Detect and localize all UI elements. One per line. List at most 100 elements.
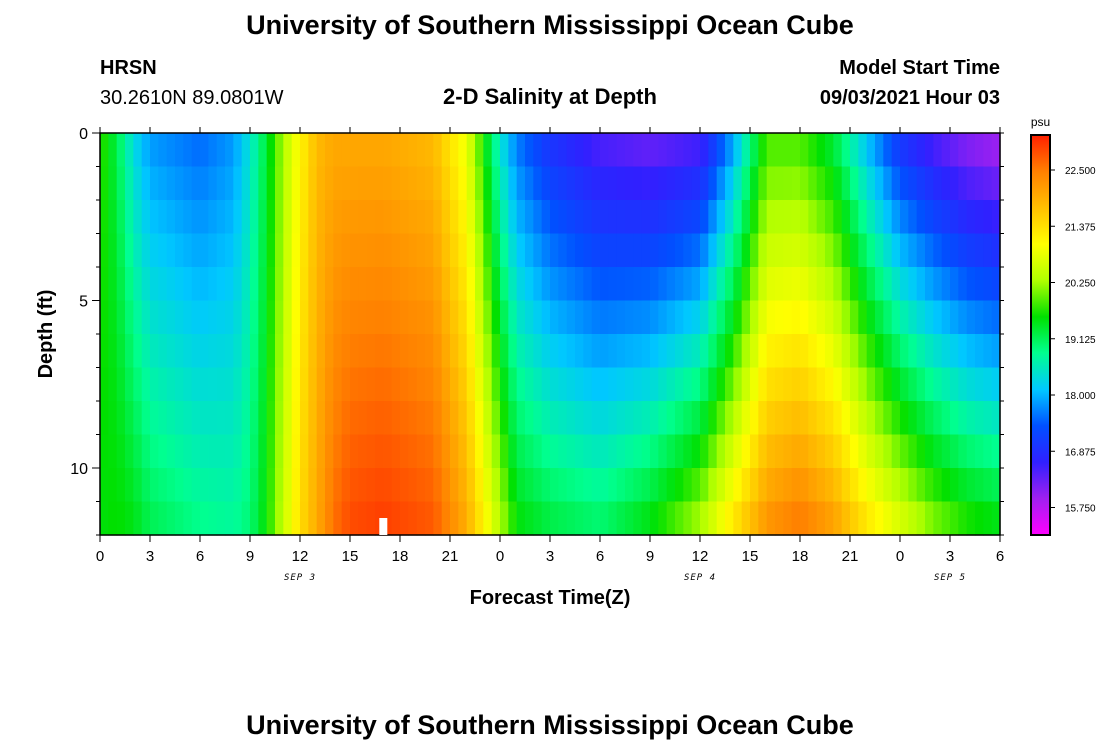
heatmap-cell <box>275 334 284 369</box>
heatmap-cell <box>891 434 901 469</box>
heatmap-cell <box>216 133 226 168</box>
heatmap-cell <box>733 434 743 469</box>
heatmap-cell <box>441 468 451 503</box>
heatmap-cell <box>275 300 284 335</box>
heatmap-cell <box>200 468 209 503</box>
heatmap-cell <box>566 334 576 369</box>
heatmap-cell <box>450 166 459 201</box>
heatmap-cell <box>400 401 409 436</box>
heatmap-cell <box>100 133 109 168</box>
heatmap-cell <box>125 166 134 201</box>
heatmap-cell <box>775 166 784 201</box>
heatmap-cell <box>391 166 401 201</box>
heatmap-cell <box>166 434 176 469</box>
heatmap-cell <box>766 367 776 402</box>
heatmap-cell <box>400 300 409 335</box>
heatmap-cell <box>933 166 943 201</box>
heatmap-cell <box>691 300 701 335</box>
heatmap-cell <box>108 300 118 335</box>
heatmap-cell <box>125 267 134 302</box>
heatmap-cell <box>275 468 284 503</box>
heatmap-cell <box>391 233 401 268</box>
heatmap-cell <box>108 401 118 436</box>
heatmap-cell <box>883 334 893 369</box>
heatmap-cell <box>208 166 218 201</box>
heatmap-cell <box>200 200 209 235</box>
heatmap-cell <box>233 367 243 402</box>
heatmap-cell <box>400 166 409 201</box>
heatmap-cell <box>833 267 843 302</box>
heatmap-cell <box>216 233 226 268</box>
heatmap-cell <box>966 468 976 503</box>
heatmap-cell <box>625 468 634 503</box>
heatmap-cell <box>283 133 293 168</box>
heatmap-cell <box>200 334 209 369</box>
heatmap-cell <box>558 367 568 402</box>
heatmap-cell <box>541 200 551 235</box>
heatmap-cell <box>950 367 959 402</box>
heatmap-cell <box>333 468 343 503</box>
heatmap-cell <box>841 233 851 268</box>
heatmap-cell <box>275 401 284 436</box>
heatmap-cell <box>658 334 668 369</box>
heatmap-cell <box>733 501 743 536</box>
heatmap-cell <box>191 468 201 503</box>
heatmap-cell <box>433 133 443 168</box>
heatmap-cell <box>891 401 901 436</box>
heatmap-cell <box>225 300 234 335</box>
heatmap-cell <box>600 401 609 436</box>
heatmap-cell <box>808 233 818 268</box>
heatmap-cell <box>250 233 259 268</box>
heatmap-cell <box>816 267 826 302</box>
heatmap-cell <box>975 166 984 201</box>
heatmap-cell <box>533 166 543 201</box>
heatmap-cell <box>150 300 159 335</box>
heatmap-cell <box>983 401 993 436</box>
heatmap-cell <box>216 267 226 302</box>
heatmap-cell <box>633 200 643 235</box>
heatmap-cell <box>308 133 318 168</box>
heatmap-cell <box>525 166 534 201</box>
heatmap-cell <box>200 267 209 302</box>
heatmap-cell <box>283 200 293 235</box>
colorbar-tick-label: 16.875 <box>1065 447 1096 458</box>
heatmap-cell <box>383 401 393 436</box>
colorbar-tick-label: 19.125 <box>1065 335 1096 346</box>
current-time-marker <box>379 518 388 535</box>
heatmap-cell <box>175 133 184 168</box>
heatmap-cell <box>258 166 268 201</box>
heatmap-cell <box>500 401 509 436</box>
heatmap-cell <box>800 267 809 302</box>
heatmap-cell <box>775 200 784 235</box>
heatmap-cell <box>291 267 301 302</box>
heatmap-cell <box>258 133 268 168</box>
heatmap-cell <box>850 200 859 235</box>
heatmap-cell <box>916 468 926 503</box>
heatmap-cell <box>608 367 618 402</box>
heatmap-cell <box>716 166 726 201</box>
heatmap-cell <box>150 267 159 302</box>
heatmap-cell <box>241 401 251 436</box>
heatmap-cell <box>766 200 776 235</box>
heatmap-cell <box>450 233 459 268</box>
heatmap-cell <box>141 133 151 168</box>
x-tick-label: 15 <box>742 548 759 565</box>
heatmap-cell <box>550 233 559 268</box>
heatmap-cell <box>900 434 909 469</box>
heatmap-cell <box>200 434 209 469</box>
heatmap-cell <box>991 233 1001 268</box>
heatmap-cell <box>750 300 759 335</box>
heatmap-cell <box>641 267 651 302</box>
heatmap-cell <box>508 133 518 168</box>
heatmap-cell <box>225 267 234 302</box>
heatmap-cell <box>566 267 576 302</box>
heatmap-cell <box>308 401 318 436</box>
heatmap-cell <box>650 367 659 402</box>
heatmap-cell <box>483 300 493 335</box>
heatmap-cell <box>616 468 626 503</box>
heatmap-cell <box>883 133 893 168</box>
heatmap-cell <box>741 200 751 235</box>
heatmap-cell <box>441 501 451 536</box>
heatmap-cell <box>450 267 459 302</box>
heatmap-cell <box>133 401 143 436</box>
